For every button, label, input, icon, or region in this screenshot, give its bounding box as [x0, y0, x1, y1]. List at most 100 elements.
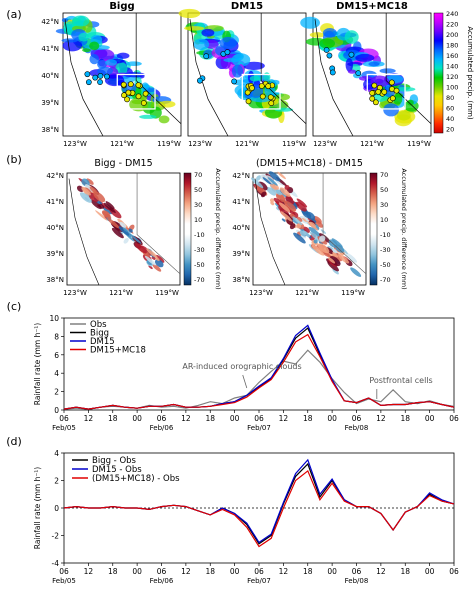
colorbar-tick-label: 100 — [446, 84, 458, 92]
x-tick-label: 12 — [376, 567, 386, 576]
x-tick-label: 06 — [59, 567, 69, 576]
panel-d: (d) -4 -2 0 2 4 Rainfall rate (mm h⁻¹) 06 12 18 00… — [6, 435, 459, 585]
lat-tick-label: 38°N — [46, 276, 64, 284]
x-tick-label: 12 — [279, 414, 289, 423]
x-tick-label: 18 — [108, 567, 118, 576]
station-marker — [97, 73, 104, 79]
colorbar-tick-label: -70 — [380, 276, 391, 284]
station-marker — [355, 70, 362, 77]
difference-cell — [144, 255, 156, 266]
y-tick-label: 2 — [54, 388, 59, 397]
lon-tick-label: 119°W — [341, 289, 365, 297]
difference-cell — [269, 198, 275, 203]
difference-cell — [292, 216, 303, 226]
precip-cell — [89, 54, 100, 65]
lon-tick-label: 121°W — [235, 140, 259, 148]
precip-cell — [61, 38, 78, 43]
station-marker — [120, 81, 127, 88]
precip-cell — [319, 38, 336, 49]
precip-cell — [344, 30, 359, 44]
difference-cell — [122, 227, 129, 233]
precip-cell — [125, 61, 142, 67]
annotation-text: AR-induced orographic clouds — [182, 362, 301, 371]
precip-cell — [231, 64, 244, 78]
station-marker — [244, 89, 251, 96]
difference-cell — [146, 248, 158, 259]
difference-cell — [89, 186, 98, 194]
difference-cell — [280, 211, 293, 222]
precip-cell — [158, 100, 176, 108]
station-marker — [224, 49, 231, 56]
y-axis-label: Rainfall rate (mm h⁻¹) — [33, 323, 42, 406]
difference-cell — [269, 184, 277, 190]
coastline — [254, 178, 286, 286]
difference-cell — [98, 203, 105, 209]
precip-map-1: DM15 123°W 121°W 119°W — [178, 1, 307, 148]
x-tick-label: 12 — [181, 567, 191, 576]
colorbar-b — [183, 172, 192, 286]
colorbar-tick-label: 50 — [380, 186, 388, 194]
lon-tick-label: 119°W — [155, 289, 179, 297]
colorbar-tick-label: -50 — [194, 261, 205, 269]
state-border — [260, 13, 307, 124]
legend-label: DM15+MC18 — [90, 346, 146, 356]
precip-cell — [89, 41, 100, 51]
x-date-label: Feb/07 — [247, 577, 271, 585]
difference-cell — [128, 228, 133, 233]
x-tick-label: 18 — [303, 567, 313, 576]
lon-tick-label: 123°W — [249, 289, 273, 297]
y-tick-label: -2 — [52, 532, 60, 541]
y-tick-label: 8 — [54, 332, 59, 341]
panel-c: (c) 0 2 4 6 8 10 Rainfall rate (mm h⁻¹) 06 12 18 00… — [7, 300, 459, 432]
plot-area — [63, 317, 455, 411]
difference-cell — [102, 211, 112, 219]
annotation-text: Postfrontal cells — [369, 376, 432, 385]
target-box — [366, 73, 406, 110]
y-tick-label: 4 — [54, 369, 59, 378]
x-tick-label: 18 — [303, 414, 313, 423]
lat-tick-label: 42°N — [46, 172, 64, 180]
panel-label-b: (b) — [6, 153, 22, 166]
x-tick-label: 18 — [205, 567, 215, 576]
colorbar-label: Accumulated precip. difference (mm) — [400, 168, 408, 289]
difference-cell — [107, 217, 120, 229]
difference-cell — [283, 199, 288, 204]
colorbar-tick-label: 240 — [446, 10, 458, 18]
station-marker — [121, 92, 127, 99]
colorbar-tick-label: 180 — [446, 42, 458, 50]
station-marker — [245, 98, 252, 105]
station-marker — [203, 53, 210, 60]
difference-cell — [103, 202, 116, 213]
lat-tick-label: 39°N — [46, 250, 64, 258]
difference-cell — [126, 234, 135, 242]
difference-cell — [284, 200, 297, 212]
colorbar-tick-label: 200 — [446, 31, 458, 39]
station-marker — [140, 100, 147, 106]
difference-cell — [317, 243, 330, 254]
y-tick-label: 2 — [54, 477, 59, 486]
colorbar-tick-label: 20 — [446, 126, 454, 134]
colorbar-tick-label: 30 — [194, 201, 202, 209]
x-tick-label: 00 — [425, 414, 435, 423]
colorbar-tick-label: 70 — [194, 171, 202, 179]
colorbar-tick-label: -10 — [380, 231, 391, 239]
difference-cell — [296, 198, 308, 208]
annotation-arrow — [242, 374, 248, 389]
x-date-label: Feb/05 — [52, 424, 76, 432]
series-line-3 — [63, 333, 455, 410]
colorbar-tick-label: 80 — [446, 94, 454, 102]
difference-cell — [278, 202, 291, 213]
station-marker — [369, 95, 376, 102]
lat-tick-label: 38°N — [41, 126, 59, 134]
station-marker — [84, 71, 91, 78]
difference-map-1: (DM15+MC18) - DM15 123°W 121°W 119°W 42°N 41°… — [232, 158, 408, 297]
x-tick-label: 06 — [352, 414, 362, 423]
difference-cell — [152, 263, 162, 272]
difference-cell — [289, 223, 296, 230]
lat-tick-label: 39°N — [41, 99, 59, 107]
x-tick-label: 12 — [181, 414, 191, 423]
difference-cell — [338, 254, 350, 264]
x-tick-label: 06 — [254, 414, 264, 423]
difference-cell — [151, 256, 156, 260]
x-tick-label: 18 — [400, 567, 410, 576]
